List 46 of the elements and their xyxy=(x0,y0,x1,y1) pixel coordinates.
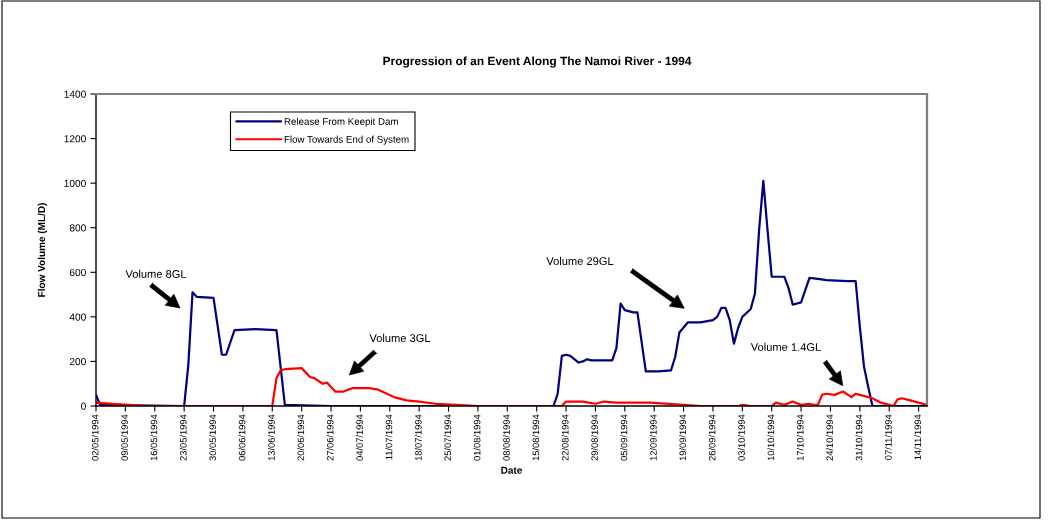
x-tick-label: 30/05/1994 xyxy=(209,414,217,461)
x-tick-label: 03/10/1994 xyxy=(738,414,745,461)
x-tick-label: 07/11/1994 xyxy=(884,414,892,460)
x-tick-label: 26/09/1994 xyxy=(708,414,716,461)
y-tick-label: 0 xyxy=(81,402,86,410)
chart-title: Progression of an Event Along The Namoi River - 1994 xyxy=(383,56,692,68)
y-tick-label: 1200 xyxy=(64,135,86,143)
y-tick-label: 1000 xyxy=(64,179,86,187)
x-tick-label: 27/06/1994 xyxy=(326,414,334,461)
annotation: Volume 8GL xyxy=(125,269,187,278)
x-tick-label: 22/08/1994 xyxy=(561,414,569,461)
annotation: Volume 1.4GL xyxy=(750,342,821,351)
x-tick-label: 23/05/1994 xyxy=(179,414,187,461)
x-tick-label: 17/10/1994 xyxy=(796,414,804,461)
y-tick-label: 800 xyxy=(69,224,86,232)
x-tick-label: 20/06/1994 xyxy=(297,414,305,461)
x-tick-label: 24/10/1994 xyxy=(826,414,833,461)
x-tick-label: 12/09/1994 xyxy=(649,414,657,461)
x-tick-label: 25/07/1994 xyxy=(444,414,452,461)
y-tick-label: 1400 xyxy=(64,90,86,98)
x-axis-title: Date xyxy=(501,466,522,474)
x-tick-label: 29/08/1994 xyxy=(591,414,598,461)
x-tick-label: 18/07/1994 xyxy=(414,414,422,461)
x-tick-label: 13/06/1994 xyxy=(267,414,275,461)
x-tick-label: 15/08/1994 xyxy=(532,414,540,461)
x-tick-label: 01/08/1994 xyxy=(473,414,481,461)
x-tick-label: 14/11/1994 xyxy=(914,414,922,460)
x-tick-label: 10/10/1994 xyxy=(767,414,775,461)
legend-label: Release From Keepit Dam xyxy=(284,117,398,127)
x-tick-label: 09/05/1994 xyxy=(121,414,128,461)
x-tick-label: 06/06/1994 xyxy=(238,414,246,461)
annotation: Volume 29GL xyxy=(546,256,614,265)
x-tick-label: 16/05/1994 xyxy=(150,414,158,461)
legend-label: Flow Towards End of System xyxy=(284,135,409,145)
x-tick-label: 19/09/1994 xyxy=(679,414,687,461)
annotation: Volume 3GL xyxy=(369,333,431,342)
x-tick-label: 31/10/1994 xyxy=(855,414,863,461)
x-tick-label: 08/08/1994 xyxy=(502,414,510,461)
x-tick-label: 02/05/1994 xyxy=(91,414,99,461)
y-tick-label: 600 xyxy=(69,268,86,277)
y-axis-title: Flow Volume (ML/D) xyxy=(37,203,48,297)
x-tick-label: 04/07/1994 xyxy=(356,414,363,461)
y-tick-label: 400 xyxy=(69,313,86,321)
x-tick-label: 11/07/1994 xyxy=(385,414,393,460)
x-tick-label: 05/09/1994 xyxy=(620,414,628,461)
y-tick-label: 200 xyxy=(69,358,86,366)
